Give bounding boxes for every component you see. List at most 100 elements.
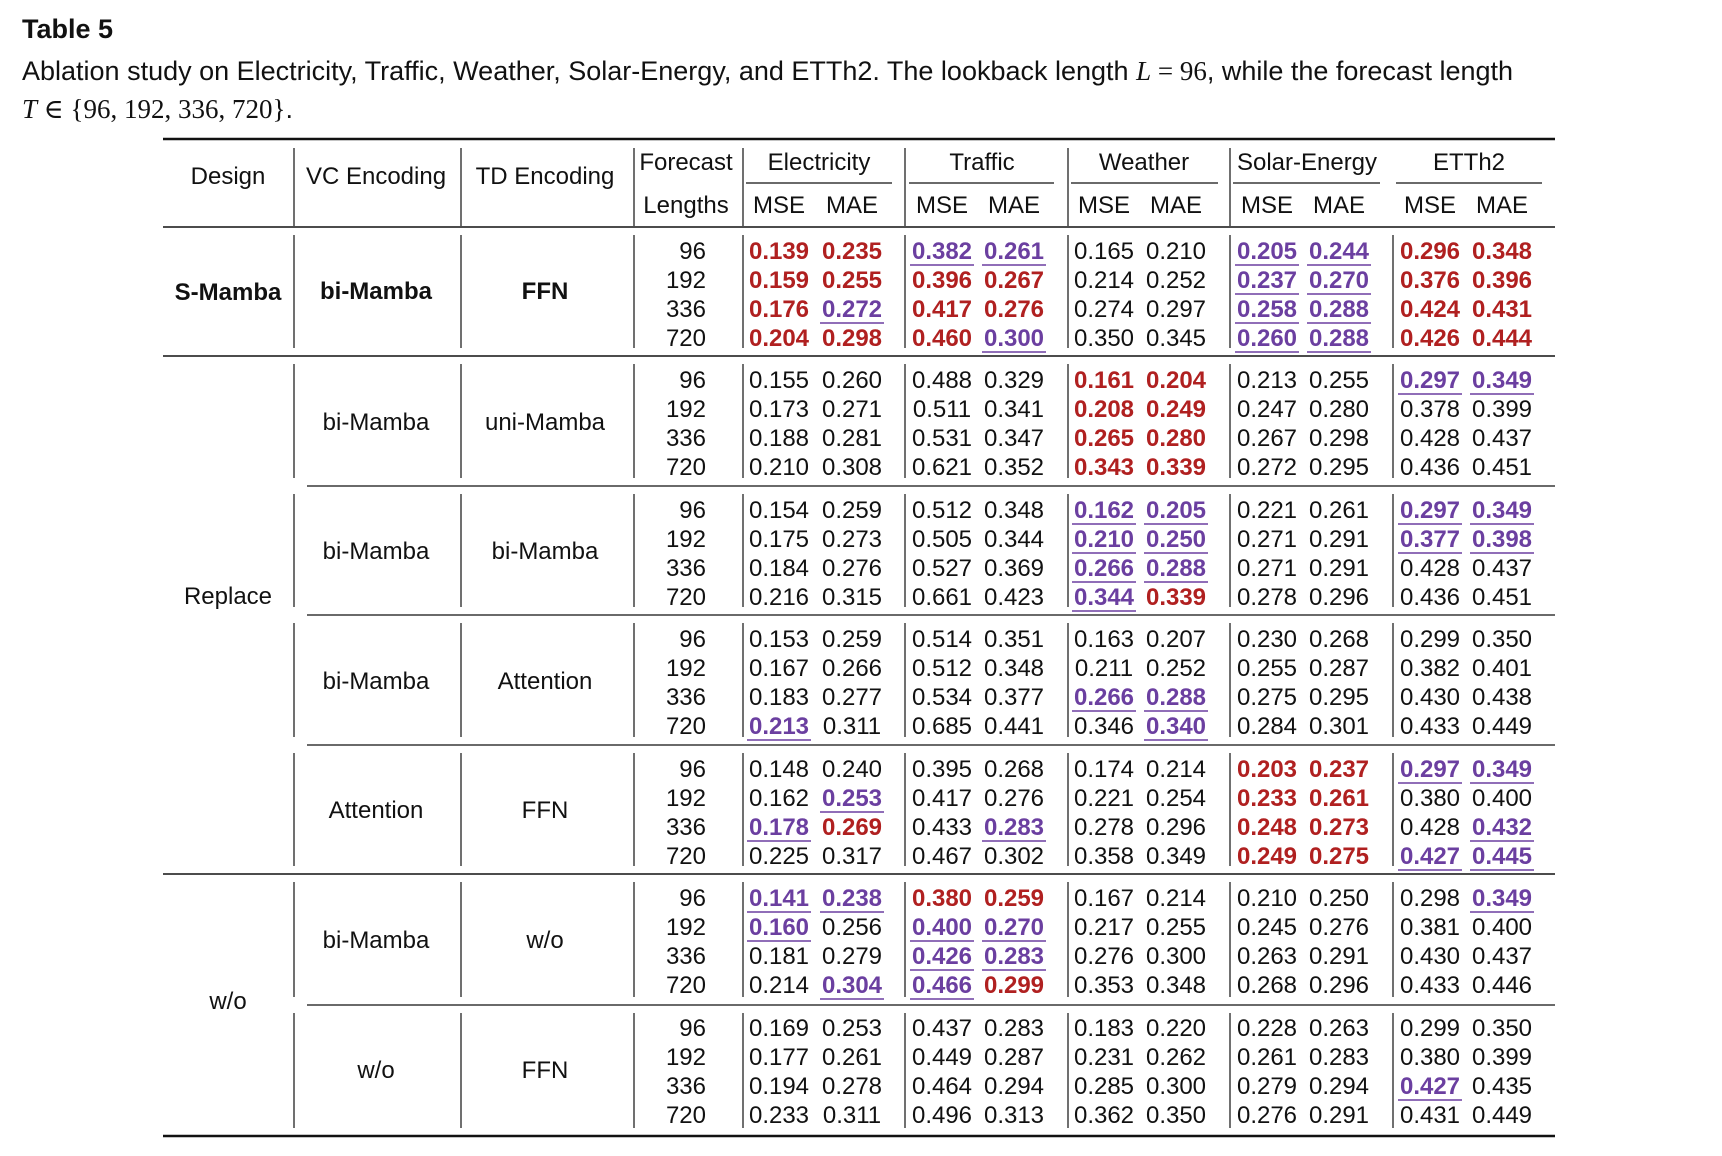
metric-value: 0.396 xyxy=(1472,267,1532,294)
metric-value: 0.154 xyxy=(749,497,809,524)
metric-value: 0.275 xyxy=(1309,843,1369,870)
metric-value: 0.253 xyxy=(822,785,882,812)
vc-encoding-header: VC Encoding xyxy=(306,163,446,190)
vc-encoding-label: bi-Mamba xyxy=(323,668,430,695)
horizon-label: 96 xyxy=(679,756,706,783)
metric-value: 0.400 xyxy=(1472,914,1532,941)
metric-value: 0.288 xyxy=(1309,296,1369,323)
metric-value: 0.430 xyxy=(1400,684,1460,711)
metric-value: 0.433 xyxy=(1400,972,1460,999)
mae-header: MAE xyxy=(1476,192,1528,219)
metric-value: 0.165 xyxy=(1074,238,1134,265)
metric-value: 0.349 xyxy=(1472,756,1532,783)
metric-value: 0.466 xyxy=(912,972,972,999)
metric-value: 0.433 xyxy=(912,814,972,841)
metric-value: 0.220 xyxy=(1146,1015,1206,1042)
metric-value: 0.352 xyxy=(984,454,1044,481)
metric-value: 0.276 xyxy=(822,555,882,582)
table-caption: Ablation study on Electricity, Traffic, … xyxy=(22,52,1702,128)
forecast-set: ∈ {96, 192, 336, 720} xyxy=(37,94,286,124)
metric-value: 0.203 xyxy=(1237,756,1297,783)
metric-value: 0.345 xyxy=(1146,325,1206,352)
metric-value: 0.274 xyxy=(1074,296,1134,323)
metric-value: 0.339 xyxy=(1146,454,1206,481)
metric-value: 0.344 xyxy=(1074,584,1135,611)
metric-value: 0.205 xyxy=(1146,497,1206,524)
metric-value: 0.295 xyxy=(1309,454,1369,481)
metric-value: 0.302 xyxy=(984,843,1044,870)
metric-value: 0.271 xyxy=(1237,526,1297,553)
metric-value: 0.204 xyxy=(749,325,810,352)
metric-value: 0.362 xyxy=(1074,1102,1134,1129)
metric-value: 0.258 xyxy=(1237,296,1297,323)
mse-header: MSE xyxy=(1404,192,1456,219)
metric-value: 0.263 xyxy=(1237,943,1297,970)
metric-value: 0.278 xyxy=(1074,814,1134,841)
metric-value: 0.231 xyxy=(1074,1044,1134,1071)
td-encoding-label: bi-Mamba xyxy=(492,538,599,565)
metric-value: 0.160 xyxy=(749,914,809,941)
horizon-label: 720 xyxy=(666,325,706,352)
metric-value: 0.266 xyxy=(1074,555,1134,582)
metric-value: 0.281 xyxy=(822,425,882,452)
metric-value: 0.378 xyxy=(1400,396,1460,423)
metric-value: 0.265 xyxy=(1074,425,1134,452)
metric-value: 0.268 xyxy=(1309,626,1369,653)
td-encoding-label: FFN xyxy=(522,797,569,824)
metric-value: 0.184 xyxy=(749,555,809,582)
metric-value: 0.285 xyxy=(1074,1073,1134,1100)
metric-value: 0.446 xyxy=(1472,972,1532,999)
metric-value: 0.376 xyxy=(1400,267,1460,294)
forecast-symbol: T xyxy=(22,94,38,124)
metric-value: 0.183 xyxy=(1074,1015,1134,1042)
metric-value: 0.464 xyxy=(912,1073,972,1100)
metric-value: 0.291 xyxy=(1309,1102,1369,1129)
metric-value: 0.221 xyxy=(1074,785,1134,812)
metric-value: 0.444 xyxy=(1472,325,1533,352)
metric-value: 0.369 xyxy=(984,555,1044,582)
metric-value: 0.249 xyxy=(1237,843,1297,870)
metric-value: 0.511 xyxy=(913,396,971,423)
design-label: Replace xyxy=(184,583,272,610)
metric-value: 0.505 xyxy=(912,526,972,553)
metric-value: 0.255 xyxy=(1309,367,1369,394)
metric-value: 0.350 xyxy=(1074,325,1134,352)
metric-value: 0.348 xyxy=(984,497,1044,524)
metric-value: 0.255 xyxy=(822,267,882,294)
metric-value: 0.276 xyxy=(1309,914,1369,941)
metric-value: 0.276 xyxy=(1237,1102,1297,1129)
vc-encoding-label: bi-Mamba xyxy=(320,278,433,305)
metric-value: 0.512 xyxy=(912,655,972,682)
metric-value: 0.350 xyxy=(1146,1102,1206,1129)
design-label: S-Mamba xyxy=(175,279,282,306)
metric-value: 0.252 xyxy=(1146,655,1206,682)
metric-value: 0.259 xyxy=(822,626,882,653)
mae-header: MAE xyxy=(988,192,1040,219)
metric-value: 0.349 xyxy=(1146,843,1206,870)
mse-header: MSE xyxy=(916,192,968,219)
horizon-label: 96 xyxy=(679,885,706,912)
metric-value: 0.358 xyxy=(1074,843,1134,870)
horizon-label: 192 xyxy=(666,914,706,941)
horizon-label: 192 xyxy=(666,267,706,294)
horizon-label: 96 xyxy=(679,626,706,653)
horizon-label: 720 xyxy=(666,843,706,870)
metric-value: 0.349 xyxy=(1472,497,1532,524)
metric-value: 0.230 xyxy=(1237,626,1297,653)
metric-value: 0.428 xyxy=(1400,555,1460,582)
td-encoding-header: TD Encoding xyxy=(476,163,615,190)
metric-value: 0.167 xyxy=(1074,885,1134,912)
metric-value: 0.269 xyxy=(822,814,882,841)
metric-value: 0.377 xyxy=(984,684,1044,711)
metric-value: 0.348 xyxy=(1146,972,1206,999)
caption-part1: Ablation study on Electricity, Traffic, … xyxy=(22,56,1137,86)
mae-header: MAE xyxy=(826,192,878,219)
metric-value: 0.248 xyxy=(1237,814,1297,841)
metric-value: 0.621 xyxy=(912,454,972,481)
metric-value: 0.343 xyxy=(1074,454,1134,481)
metric-value: 0.396 xyxy=(912,267,972,294)
metric-value: 0.159 xyxy=(749,267,809,294)
metric-value: 0.283 xyxy=(984,814,1044,841)
metric-value: 0.250 xyxy=(1146,526,1206,553)
horizon-label: 96 xyxy=(679,238,706,265)
